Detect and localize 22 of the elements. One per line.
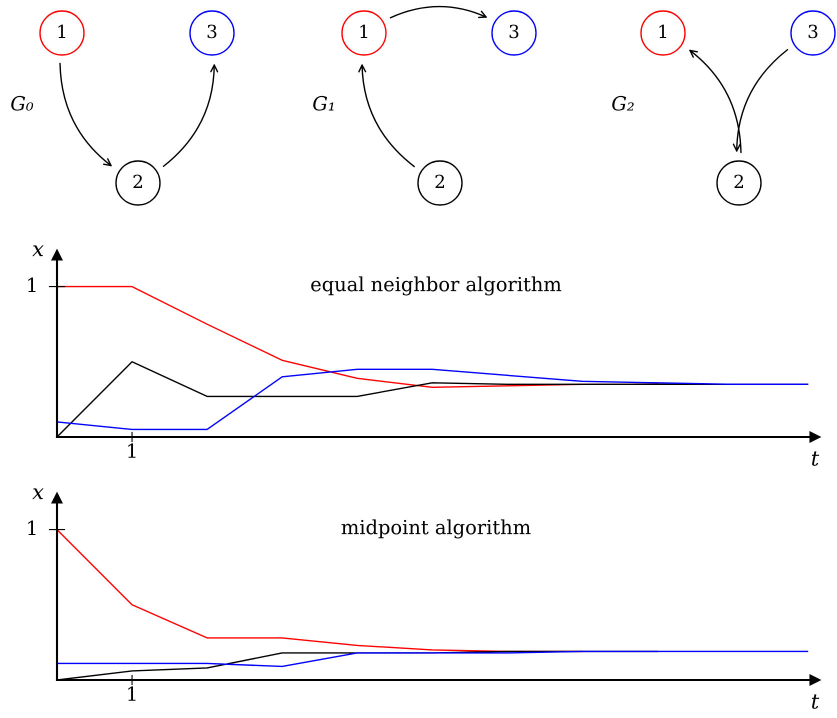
x-axis-title: t: [812, 694, 820, 709]
category-label: 1: [360, 24, 368, 38]
category-label: 1: [58, 24, 66, 38]
category-label: 2: [133, 174, 142, 188]
category-label: 3: [208, 24, 216, 38]
text: G₀: [11, 96, 34, 111]
text: 1: [128, 443, 136, 458]
text: 1: [28, 520, 36, 535]
text: G₂: [612, 96, 634, 111]
category-label: 2: [734, 174, 743, 188]
chart-title: equal neighbor algorithm: [311, 276, 562, 296]
category-label: 3: [510, 24, 518, 38]
category-label: 1: [659, 24, 666, 38]
text: G₁: [313, 96, 334, 111]
text: 1: [128, 686, 136, 701]
chart-title: midpoint algorithm: [342, 519, 531, 538]
y-axis-title: x: [32, 488, 44, 500]
text: 1: [28, 278, 36, 292]
y-axis-title: x: [32, 245, 44, 256]
category-label: 3: [808, 24, 818, 38]
category-label: 2: [435, 174, 444, 188]
x-axis-title: t: [812, 451, 820, 466]
